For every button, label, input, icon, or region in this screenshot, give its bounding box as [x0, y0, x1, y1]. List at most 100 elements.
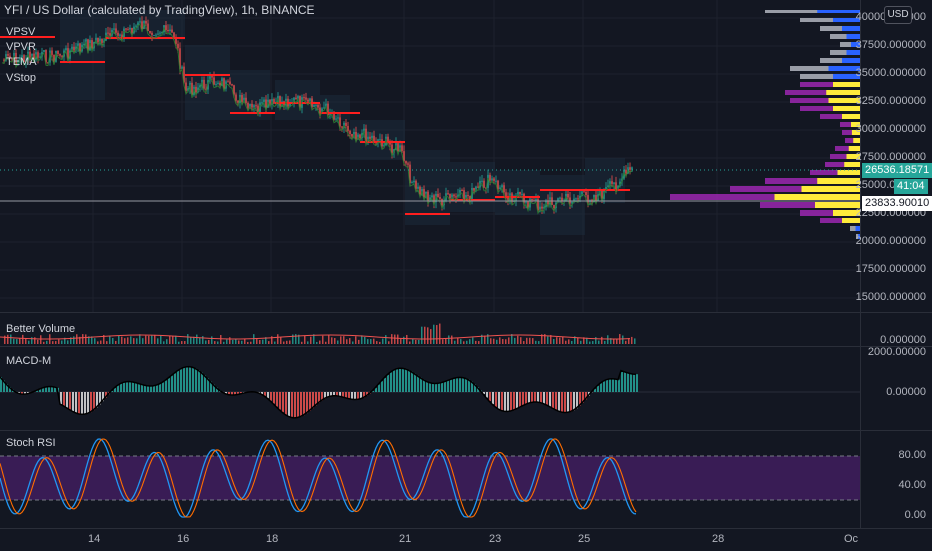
main-chart-pane[interactable]: YFI / US Dollar (calculated by TradingVi…: [0, 0, 860, 312]
volume-profile-bar: [802, 186, 861, 192]
candle-body: [129, 28, 130, 30]
volume-bar: [67, 340, 69, 344]
candle-body: [347, 126, 348, 131]
macd-histogram-bar: [147, 386, 149, 392]
volume-bar: [85, 334, 87, 344]
volume-bar: [52, 341, 54, 344]
volume-bar: [19, 338, 21, 344]
volume-bar: [61, 341, 63, 344]
volume-bar: [94, 338, 96, 344]
volume-bar: [337, 340, 339, 344]
stoch-rsi-title[interactable]: Stoch RSI: [6, 437, 56, 449]
macd-histogram-bar: [504, 392, 506, 411]
volume-bar: [241, 341, 243, 344]
volume-bar: [592, 341, 594, 344]
macd-histogram-bar: [393, 370, 395, 392]
volume-bar: [568, 339, 570, 344]
macd-histogram-bar: [567, 392, 569, 412]
volume-bar: [520, 337, 522, 344]
volume-bar: [235, 339, 237, 344]
macd-pane[interactable]: MACD-M: [0, 347, 860, 430]
macd-scale[interactable]: 2000.00000 0.00000: [860, 347, 932, 430]
candle-body: [351, 134, 352, 136]
macd-histogram-bar: [522, 392, 524, 406]
volume-bar: [367, 339, 369, 344]
volume-bar: [517, 336, 519, 344]
candle-body: [255, 105, 256, 106]
volume-bar: [538, 341, 540, 344]
volume-bar: [565, 341, 567, 344]
candle-body: [613, 182, 614, 184]
legend-vpsv[interactable]: VPSV: [6, 26, 35, 38]
candle-body: [629, 167, 630, 170]
legend-tema[interactable]: TEMA: [6, 56, 37, 68]
macd-histogram-bar: [636, 374, 638, 392]
macd-title[interactable]: MACD-M: [6, 355, 51, 367]
candle-body: [345, 123, 346, 126]
candle-body: [229, 82, 230, 85]
volume-bar: [97, 341, 99, 344]
candle-body: [131, 28, 132, 33]
macd-histogram-bar: [48, 387, 50, 392]
macd-histogram-bar: [123, 382, 125, 392]
volume-bar: [601, 337, 603, 344]
volume-bar: [82, 334, 84, 344]
volume-title[interactable]: Better Volume: [6, 323, 75, 335]
time-axis[interactable]: 14 16 18 21 23 25 28 Oc: [0, 528, 932, 551]
volume-bar: [226, 340, 228, 344]
price-scale[interactable]: 40000.000000 37500.000000 35000.000000 3…: [860, 0, 932, 312]
volume-bar: [58, 339, 60, 344]
candle-body: [577, 198, 578, 199]
macd-histogram-bar: [63, 392, 65, 406]
volume-profile-bar: [842, 114, 860, 119]
macd-histogram-bar: [447, 381, 449, 392]
macd-histogram-bar: [441, 383, 443, 392]
volume-bar: [172, 336, 174, 344]
volume-bar: [577, 338, 579, 344]
price-chart[interactable]: [0, 0, 860, 312]
candle-body: [495, 181, 496, 182]
volume-bar: [112, 338, 114, 344]
volume-bar: [607, 335, 609, 344]
volume-pane[interactable]: Better Volume: [0, 313, 860, 346]
candle-body: [169, 30, 170, 31]
volume-bar: [589, 342, 591, 344]
date-label: 25: [578, 533, 590, 545]
volume-bar: [286, 341, 288, 344]
volume-bar: [433, 325, 435, 344]
volume-bar: [121, 337, 123, 344]
macd-histogram-bar: [492, 392, 494, 404]
macd-histogram-bar: [300, 392, 302, 417]
volume-bar: [328, 335, 330, 344]
candle-body: [503, 185, 504, 192]
candle-body: [313, 105, 314, 107]
volume-scale[interactable]: 0.000000: [860, 313, 932, 346]
volume-bar: [436, 325, 438, 344]
legend-vstop[interactable]: VStop: [6, 72, 36, 84]
volume-bar: [310, 337, 312, 344]
stoch-rsi-scale[interactable]: 80.00 40.00 0.00: [860, 431, 932, 528]
volume-bar: [505, 339, 507, 344]
stoch-rsi-chart: [0, 431, 860, 528]
volume-bar: [238, 340, 240, 344]
macd-histogram-bar: [348, 392, 350, 398]
macd-histogram-bar: [597, 386, 599, 392]
macd-histogram-bar: [297, 392, 299, 418]
volume-bar: [127, 337, 129, 344]
candle-body: [147, 23, 148, 31]
currency-button[interactable]: USD: [884, 6, 912, 24]
volume-bar: [382, 339, 384, 344]
candle-body: [341, 127, 342, 128]
volume-bar: [148, 336, 150, 344]
volume-bar: [190, 337, 192, 344]
macd-histogram-bar: [429, 382, 431, 392]
price-tick: 15000.000000: [856, 291, 926, 303]
legend-vpvr[interactable]: VPVR: [6, 41, 36, 53]
candle-body: [247, 103, 248, 108]
volume-bar: [133, 338, 135, 344]
stoch-rsi-pane[interactable]: Stoch RSI: [0, 431, 860, 528]
candle-body: [447, 193, 448, 194]
candle-body: [391, 145, 392, 153]
volume-bar: [160, 336, 162, 344]
macd-histogram-bar: [456, 378, 458, 392]
